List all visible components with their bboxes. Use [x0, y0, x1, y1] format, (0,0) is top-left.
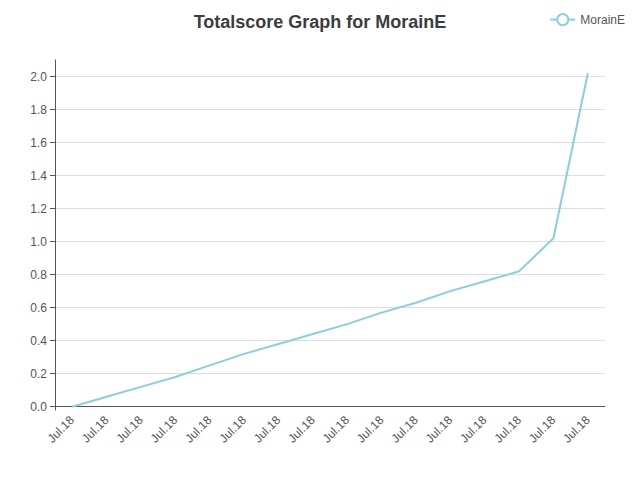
svg-text:Jul.18: Jul.18 [457, 413, 490, 446]
svg-text:Jul.18: Jul.18 [320, 413, 353, 446]
svg-text:0.2: 0.2 [30, 367, 47, 381]
svg-text:1.8: 1.8 [30, 103, 47, 117]
svg-text:0.8: 0.8 [30, 268, 47, 282]
svg-text:Jul.18: Jul.18 [182, 413, 215, 446]
svg-text:Jul.18: Jul.18 [526, 413, 559, 446]
svg-text:1.6: 1.6 [30, 136, 47, 150]
svg-text:Jul.18: Jul.18 [388, 413, 421, 446]
svg-text:Jul.18: Jul.18 [491, 413, 524, 446]
svg-text:1.2: 1.2 [30, 202, 47, 216]
svg-text:0.4: 0.4 [30, 334, 47, 348]
svg-text:Jul.18: Jul.18 [79, 413, 112, 446]
svg-text:0.0: 0.0 [30, 400, 47, 414]
svg-text:Jul.18: Jul.18 [560, 413, 593, 446]
svg-text:MorainE: MorainE [580, 13, 625, 27]
svg-text:0.6: 0.6 [30, 301, 47, 315]
svg-text:2.0: 2.0 [30, 70, 47, 84]
svg-text:Jul.18: Jul.18 [251, 413, 284, 446]
svg-text:Jul.18: Jul.18 [148, 413, 181, 446]
svg-text:1.0: 1.0 [30, 235, 47, 249]
svg-text:Jul.18: Jul.18 [113, 413, 146, 446]
svg-text:Jul.18: Jul.18 [285, 413, 318, 446]
svg-text:Jul.18: Jul.18 [423, 413, 456, 446]
svg-text:Jul.18: Jul.18 [216, 413, 249, 446]
svg-text:Totalscore Graph for MorainE: Totalscore Graph for MorainE [194, 12, 447, 32]
svg-text:1.4: 1.4 [30, 169, 47, 183]
svg-text:Jul.18: Jul.18 [45, 413, 78, 446]
svg-text:Jul.18: Jul.18 [354, 413, 387, 446]
